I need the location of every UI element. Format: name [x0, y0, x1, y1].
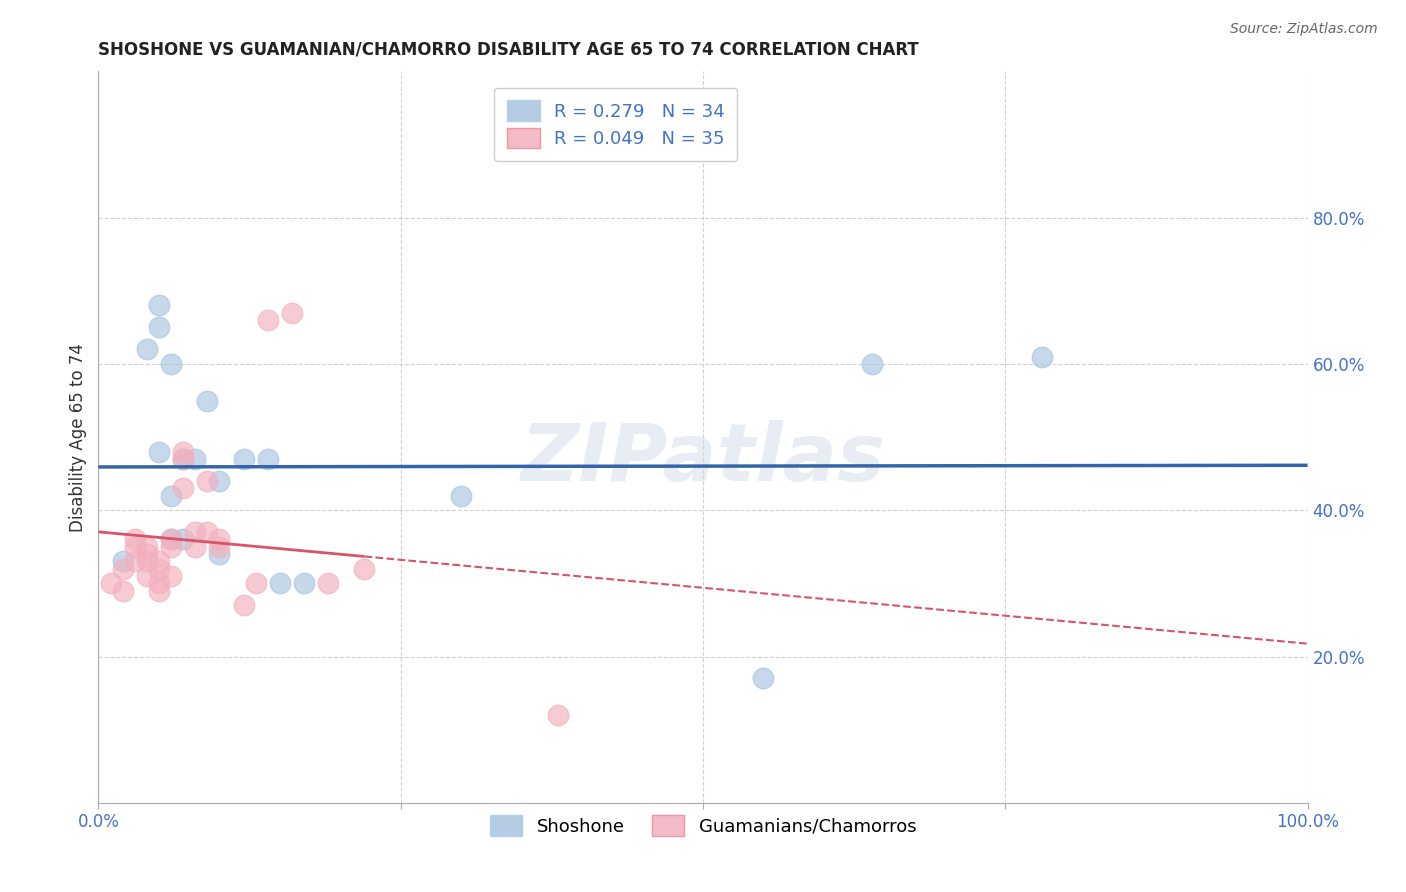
Point [148, 562, 170, 576]
Point [208, 474, 231, 488]
Text: SHOSHONE VS GUAMANIAN/CHAMORRO DISABILITY AGE 65 TO 74 CORRELATION CHART: SHOSHONE VS GUAMANIAN/CHAMORRO DISABILIT… [98, 41, 920, 59]
Point [111, 554, 134, 568]
Point [160, 357, 183, 371]
Legend: Shoshone, Guamanians/Chamorros: Shoshone, Guamanians/Chamorros [477, 803, 929, 848]
Point [172, 533, 194, 547]
Point [292, 576, 315, 591]
Point [148, 444, 170, 458]
Point [124, 554, 146, 568]
Point [172, 452, 194, 467]
Point [752, 672, 775, 686]
Point [160, 489, 183, 503]
Point [148, 320, 170, 334]
Point [860, 357, 883, 371]
Point [232, 599, 254, 613]
Point [184, 525, 207, 540]
Point [148, 576, 170, 591]
Point [172, 444, 194, 458]
Point [148, 583, 170, 598]
Point [281, 306, 304, 320]
Text: ZIPatlas: ZIPatlas [520, 420, 886, 498]
Point [172, 481, 194, 495]
Point [184, 452, 207, 467]
Point [124, 540, 146, 554]
Point [111, 583, 134, 598]
Point [232, 452, 254, 467]
Point [1031, 350, 1053, 364]
Text: Source: ZipAtlas.com: Source: ZipAtlas.com [1230, 22, 1378, 37]
Point [135, 547, 157, 561]
Point [135, 554, 157, 568]
Point [148, 554, 170, 568]
Point [135, 540, 157, 554]
Point [269, 576, 291, 591]
Point [195, 474, 218, 488]
Point [172, 452, 194, 467]
Point [208, 533, 231, 547]
Point [124, 533, 146, 547]
Point [195, 393, 218, 408]
Point [148, 298, 170, 312]
Point [208, 547, 231, 561]
Point [353, 562, 375, 576]
Point [160, 540, 183, 554]
Point [135, 343, 157, 357]
Point [195, 525, 218, 540]
Point [135, 569, 157, 583]
Point [208, 540, 231, 554]
Point [245, 576, 267, 591]
Point [316, 576, 339, 591]
Point [256, 313, 278, 327]
Point [184, 540, 207, 554]
Point [450, 489, 472, 503]
Point [111, 562, 134, 576]
Point [256, 452, 278, 467]
Point [160, 533, 183, 547]
Point [547, 708, 569, 723]
Point [100, 576, 122, 591]
Point [160, 569, 183, 583]
Point [160, 533, 183, 547]
Y-axis label: Disability Age 65 to 74: Disability Age 65 to 74 [69, 343, 87, 532]
